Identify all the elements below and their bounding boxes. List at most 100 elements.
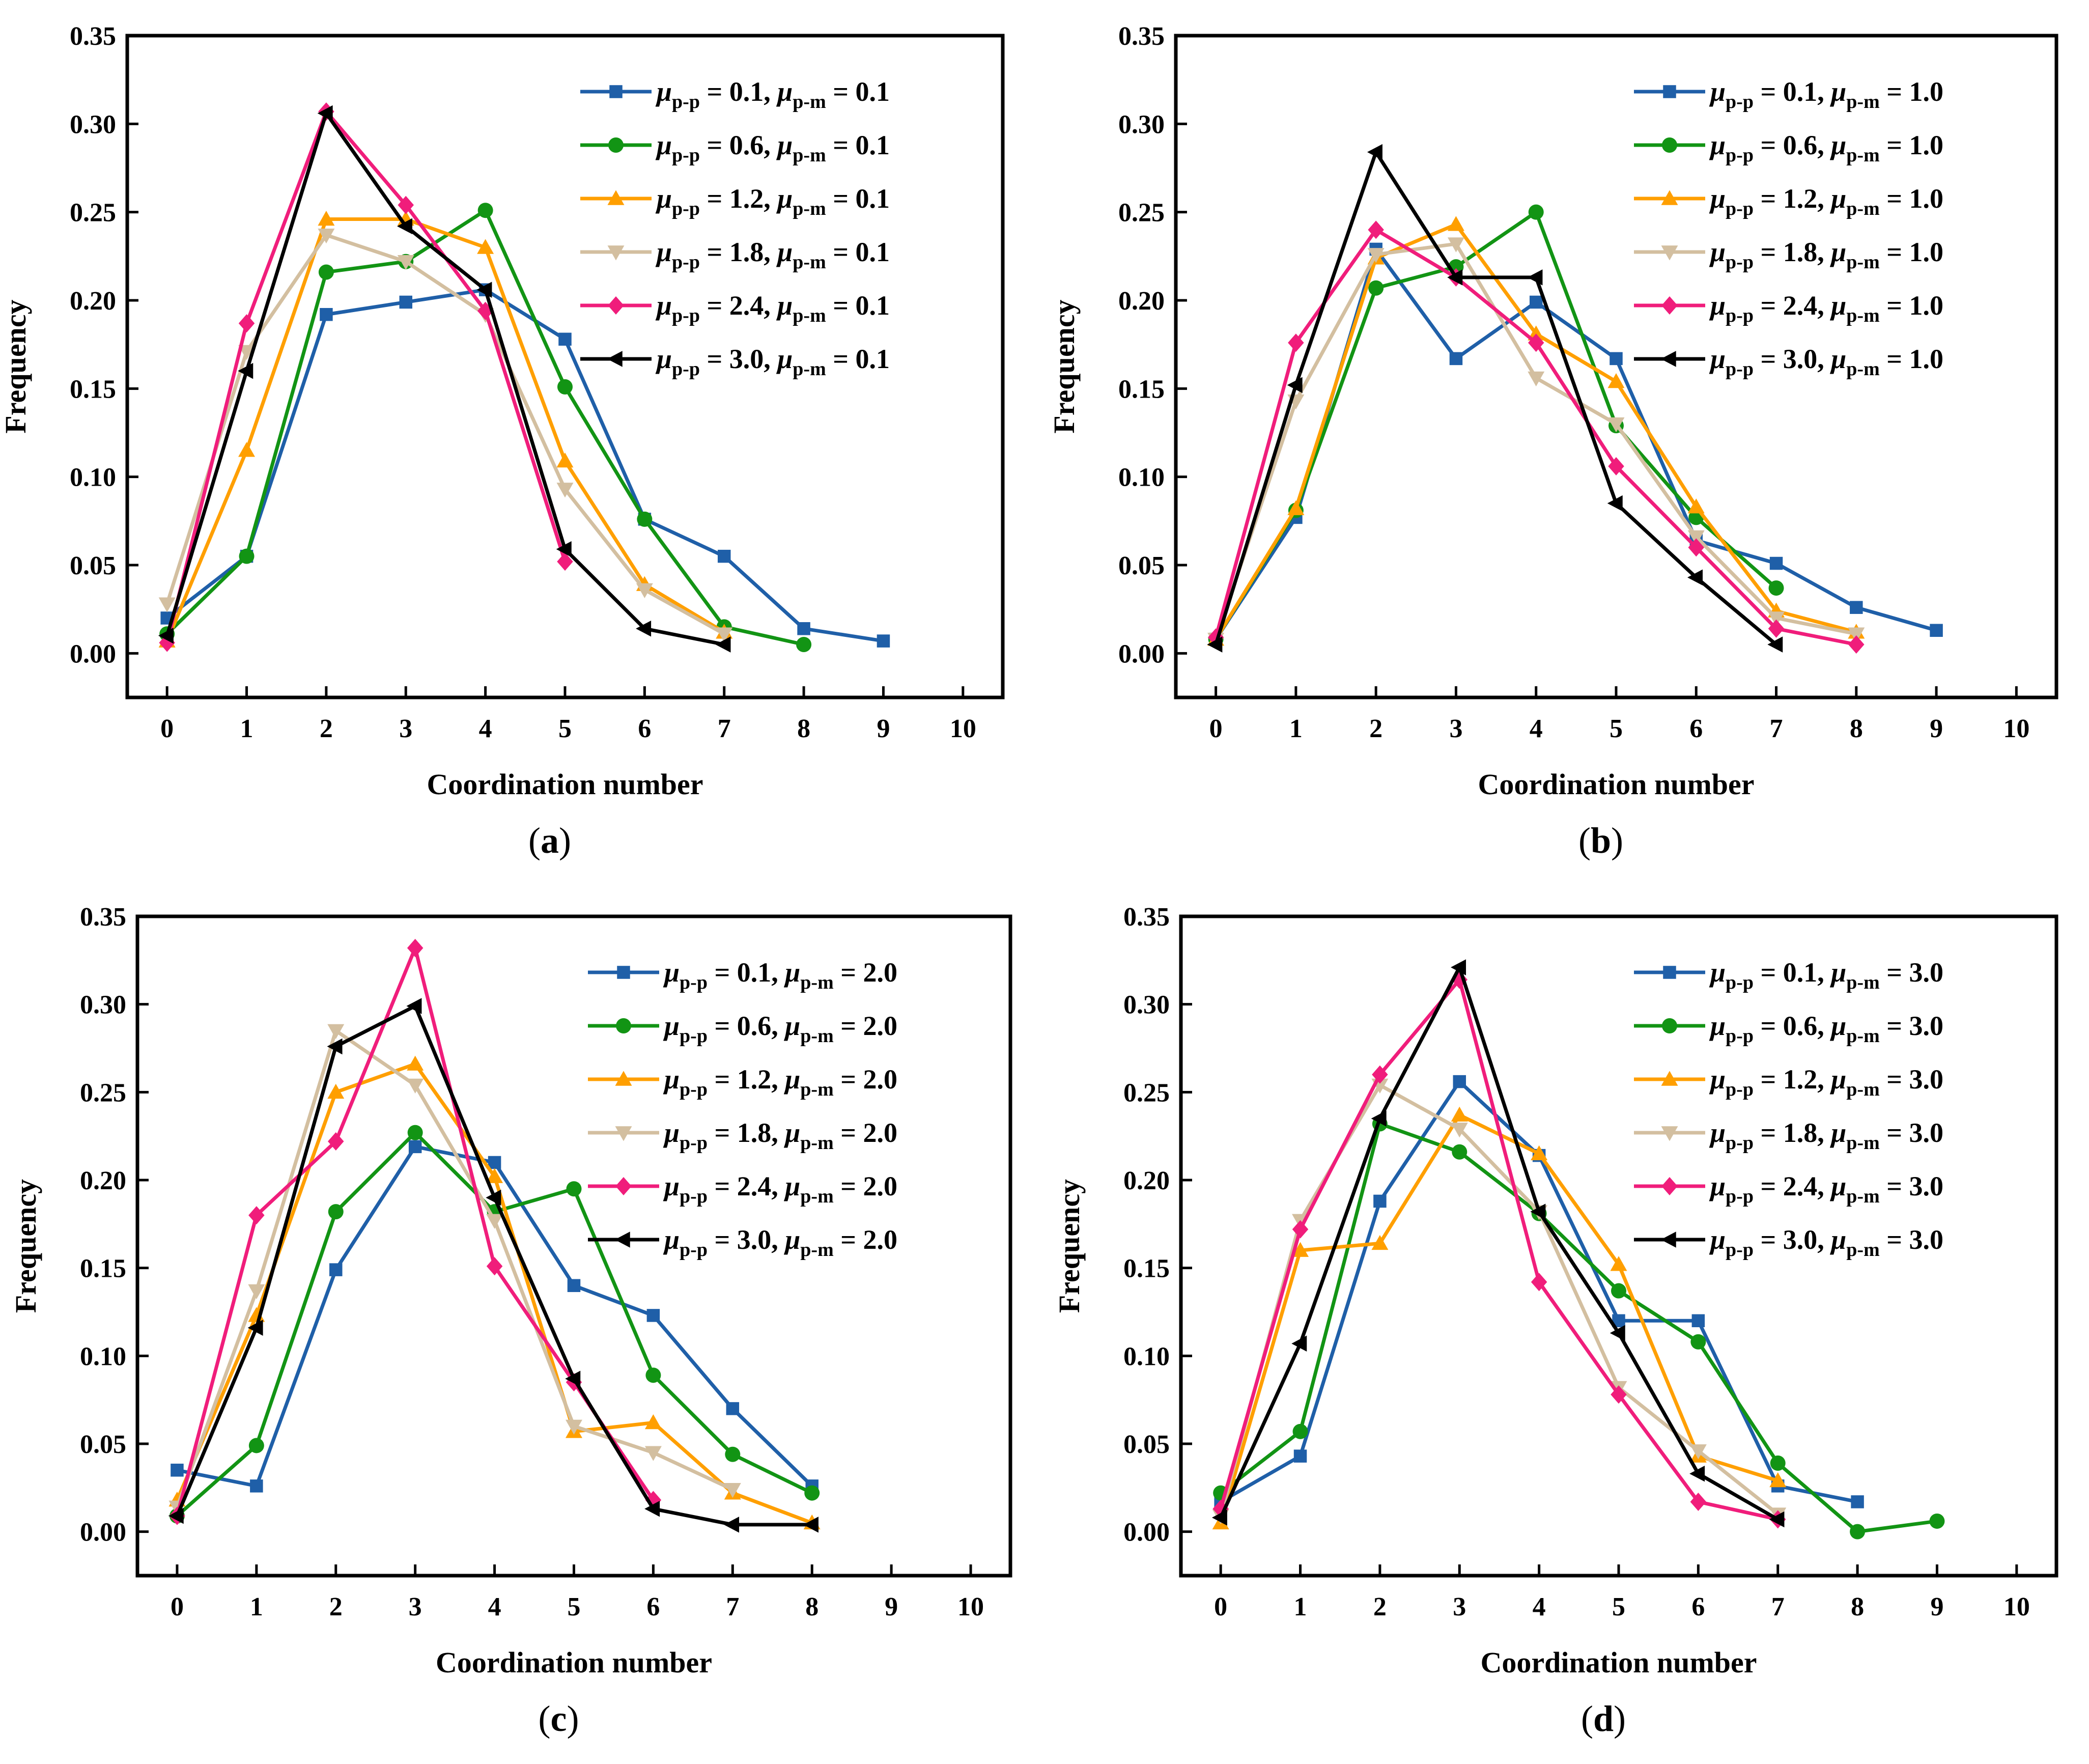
data-point	[318, 211, 335, 226]
legend-label: μp-p = 2.4, μp-m = 2.0	[663, 1171, 897, 1207]
x-tick-label: 9	[885, 1592, 898, 1621]
data-point	[1768, 619, 1785, 638]
x-axis-title: Coordination number	[436, 1646, 712, 1679]
data-point	[636, 583, 653, 599]
panel-label: (d)	[1581, 1698, 1626, 1739]
data-point	[171, 1464, 184, 1477]
series-2.4-1.0	[1207, 220, 1865, 654]
data-point	[1287, 377, 1303, 394]
data-point	[238, 442, 256, 457]
legend-marker	[615, 1126, 632, 1141]
legend-marker	[1660, 351, 1676, 367]
legend-entry: μp-p = 3.0, μp-m = 0.1	[580, 344, 890, 380]
data-point	[327, 1024, 345, 1039]
x-tick-label: 6	[1689, 714, 1703, 743]
x-tick-label: 9	[877, 714, 890, 743]
data-point	[566, 1419, 582, 1435]
data-point	[556, 541, 572, 557]
data-point	[1850, 1524, 1866, 1539]
x-tick-label: 5	[1612, 1592, 1625, 1621]
data-point	[407, 1078, 424, 1094]
y-tick-label: 0.20	[1123, 1166, 1170, 1195]
y-tick-label: 0.20	[80, 1166, 126, 1195]
x-tick-label: 1	[240, 714, 253, 743]
data-point	[1293, 1449, 1307, 1463]
x-tick-label: 6	[646, 1592, 660, 1621]
data-point	[329, 1263, 343, 1276]
legend-label: μp-p = 0.1, μp-m = 2.0	[663, 957, 897, 993]
data-point	[398, 195, 414, 214]
data-point	[408, 1140, 422, 1154]
data-point	[1610, 1325, 1625, 1341]
y-tick-label: 0.10	[70, 463, 116, 492]
legend-entry: μp-p = 2.4, μp-m = 3.0	[1634, 1171, 1943, 1207]
legend-label: μp-p = 0.6, μp-m = 1.0	[1709, 130, 1943, 166]
data-point	[477, 203, 493, 218]
data-point	[1449, 352, 1463, 366]
y-axis-title: Frequency	[1053, 1179, 1086, 1313]
legend-label: μp-p = 3.0, μp-m = 3.0	[1709, 1224, 1943, 1261]
data-point	[1372, 1065, 1388, 1084]
series-line	[165, 208, 804, 647]
legend-marker	[608, 296, 624, 315]
data-point	[1530, 1203, 1546, 1220]
legend-marker	[1661, 1126, 1678, 1141]
data-point	[248, 1206, 265, 1225]
legend-label: μp-p = 3.0, μp-m = 2.0	[663, 1224, 897, 1261]
x-tick-label: 7	[1770, 714, 1783, 743]
y-tick-label: 0.05	[1118, 551, 1165, 580]
data-point	[1373, 1194, 1387, 1208]
data-point	[486, 1189, 501, 1206]
data-point	[1607, 417, 1625, 433]
y-tick-label: 0.15	[70, 375, 116, 404]
x-tick-label: 7	[726, 1592, 739, 1621]
y-tick-label: 0.35	[70, 22, 116, 51]
data-point	[804, 1485, 820, 1501]
series-line	[166, 288, 884, 643]
data-point	[486, 1168, 503, 1183]
x-tick-label: 3	[409, 1592, 422, 1621]
legend-entry: μp-p = 2.4, μp-m = 0.1	[580, 290, 890, 326]
data-point	[158, 627, 174, 644]
legend-marker	[617, 966, 630, 979]
legend-label: μp-p = 1.8, μp-m = 3.0	[1709, 1117, 1943, 1154]
data-point	[407, 1055, 424, 1071]
legend-label: μp-p = 0.1, μp-m = 0.1	[655, 76, 890, 113]
x-tick-label: 4	[1533, 1592, 1546, 1621]
legend: μp-p = 0.1, μp-m = 1.0 μp-p = 0.6, μp-m =…	[1634, 76, 1943, 380]
data-point	[1367, 248, 1385, 263]
legend-marker	[608, 137, 624, 153]
y-tick-label: 0.00	[1123, 1518, 1170, 1547]
data-point	[407, 939, 424, 958]
data-point	[1770, 1455, 1786, 1471]
y-tick-label: 0.20	[1118, 287, 1165, 316]
series-line	[1219, 977, 1779, 1521]
y-tick-label: 0.15	[1118, 375, 1165, 404]
data-point	[1451, 1106, 1468, 1122]
data-point	[399, 295, 413, 309]
data-point	[637, 511, 653, 527]
legend-entry: μp-p = 0.6, μp-m = 0.1	[580, 130, 890, 166]
y-tick-label: 0.25	[70, 199, 116, 228]
legend-entry: μp-p = 3.0, μp-m = 3.0	[1634, 1224, 1943, 1261]
data-point	[476, 282, 492, 298]
legend-marker	[1661, 1177, 1678, 1195]
series-2.4-2.0	[169, 939, 662, 1525]
data-point	[1687, 498, 1705, 514]
x-tick-label: 8	[805, 1592, 818, 1621]
legend-marker	[1663, 85, 1676, 98]
y-tick-label: 0.30	[80, 991, 126, 1020]
data-point	[1371, 1110, 1387, 1127]
y-axis-title: Frequency	[0, 299, 32, 433]
y-tick-label: 0.25	[1118, 199, 1165, 228]
x-tick-label: 7	[718, 714, 731, 743]
y-axis-title: Frequency	[1048, 299, 1081, 433]
data-point	[644, 1414, 662, 1430]
legend-marker	[607, 245, 625, 261]
x-tick-label: 0	[160, 714, 174, 743]
data-point	[1850, 601, 1863, 614]
data-point	[168, 1507, 184, 1524]
legend-marker	[1661, 296, 1678, 315]
data-point	[477, 239, 494, 254]
